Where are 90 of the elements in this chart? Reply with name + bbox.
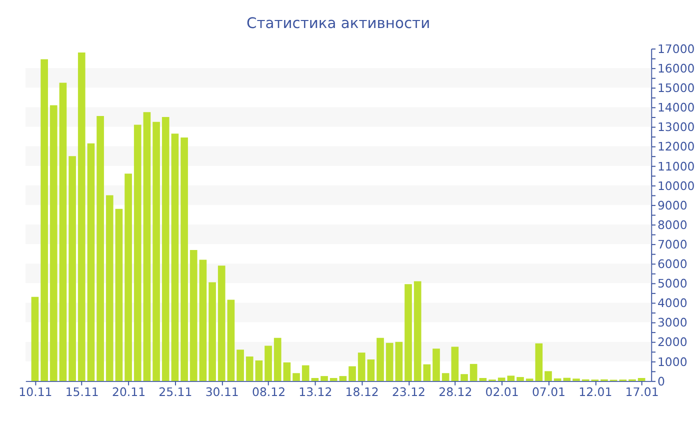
bar bbox=[423, 364, 431, 381]
y-tick-label: 10000 bbox=[657, 178, 695, 193]
bar bbox=[283, 362, 291, 381]
x-tick-label: 15.11 bbox=[65, 385, 99, 400]
y-tick-label: 8000 bbox=[657, 218, 688, 232]
bar bbox=[162, 116, 170, 381]
y-tick-label: 13000 bbox=[657, 120, 695, 134]
y-tick-label: 3000 bbox=[657, 316, 688, 330]
bar bbox=[432, 348, 440, 381]
bar bbox=[59, 82, 67, 381]
bar bbox=[498, 378, 506, 381]
bar bbox=[358, 352, 366, 381]
bar bbox=[190, 250, 198, 381]
y-tick-label: 1000 bbox=[657, 354, 688, 369]
bar bbox=[292, 373, 300, 381]
bar bbox=[96, 116, 104, 381]
bar bbox=[208, 282, 216, 381]
x-tick-label: 07.01 bbox=[532, 385, 566, 400]
y-tick-label: 11000 bbox=[657, 159, 695, 174]
bar bbox=[544, 371, 552, 381]
bar bbox=[68, 156, 76, 381]
x-tick-label: 17.01 bbox=[625, 385, 659, 400]
x-tick-label: 30.11 bbox=[205, 385, 239, 400]
bar bbox=[180, 138, 188, 381]
bar bbox=[386, 342, 394, 381]
x-tick-label: 28.12 bbox=[438, 385, 472, 400]
bar bbox=[451, 346, 459, 381]
bar bbox=[302, 365, 310, 381]
bar bbox=[246, 356, 254, 381]
bar bbox=[236, 350, 244, 381]
bar bbox=[115, 208, 123, 381]
bar bbox=[218, 266, 226, 381]
y-tick-label: 16000 bbox=[657, 61, 695, 76]
x-tick-label: 12.01 bbox=[578, 385, 612, 400]
y-tick-label: 12000 bbox=[657, 140, 695, 154]
bar bbox=[563, 378, 571, 381]
bar bbox=[274, 338, 282, 381]
y-tick-label: 17000 bbox=[657, 42, 695, 56]
y-tick-label: 0 bbox=[657, 374, 665, 388]
x-tick-label: 25.11 bbox=[158, 385, 192, 400]
bar bbox=[395, 342, 403, 381]
y-tick-label: 9000 bbox=[657, 198, 688, 212]
x-tick-label: 23.12 bbox=[392, 385, 426, 400]
bar bbox=[311, 378, 319, 381]
y-tick-label: 7000 bbox=[657, 237, 688, 252]
x-tick-label: 08.12 bbox=[252, 385, 286, 400]
x-tick-label: 20.11 bbox=[112, 385, 146, 400]
bar bbox=[134, 124, 142, 381]
bar bbox=[320, 376, 328, 381]
bar bbox=[143, 112, 151, 381]
bar bbox=[367, 359, 375, 381]
bar bbox=[348, 366, 356, 381]
bar bbox=[171, 134, 179, 381]
bar bbox=[199, 260, 207, 381]
bar bbox=[50, 105, 58, 381]
x-tick-label: 02.01 bbox=[485, 385, 519, 400]
bar bbox=[516, 377, 524, 381]
y-tick-label: 4000 bbox=[657, 296, 688, 310]
bar bbox=[264, 346, 272, 381]
bar bbox=[31, 296, 39, 381]
bar bbox=[460, 374, 468, 381]
bar bbox=[376, 338, 384, 381]
chart-title: Статистика активности bbox=[246, 15, 430, 32]
bar bbox=[339, 376, 347, 381]
bar bbox=[227, 300, 235, 381]
bar bbox=[442, 373, 450, 381]
y-tick-label: 5000 bbox=[657, 276, 688, 291]
bar bbox=[124, 174, 132, 381]
x-tick-label: 18.12 bbox=[345, 385, 379, 400]
y-tick-label: 15000 bbox=[657, 81, 695, 96]
x-tick-label: 10.11 bbox=[18, 385, 52, 400]
bar bbox=[404, 284, 412, 381]
bar bbox=[330, 378, 338, 381]
bar bbox=[106, 195, 114, 381]
x-tick-label: 13.12 bbox=[298, 385, 332, 400]
bar bbox=[535, 343, 543, 381]
bar bbox=[255, 360, 263, 381]
bar bbox=[638, 378, 646, 381]
y-tick-label: 6000 bbox=[657, 257, 688, 272]
bar bbox=[414, 281, 422, 381]
bar bbox=[554, 378, 562, 381]
bar bbox=[78, 52, 86, 381]
y-tick-label: 14000 bbox=[657, 100, 695, 115]
bar bbox=[507, 376, 515, 381]
bar bbox=[152, 122, 160, 381]
bar bbox=[87, 143, 95, 381]
bar bbox=[479, 378, 487, 381]
y-tick-label: 2000 bbox=[657, 335, 688, 350]
bar bbox=[40, 59, 48, 381]
bar bbox=[470, 364, 478, 381]
